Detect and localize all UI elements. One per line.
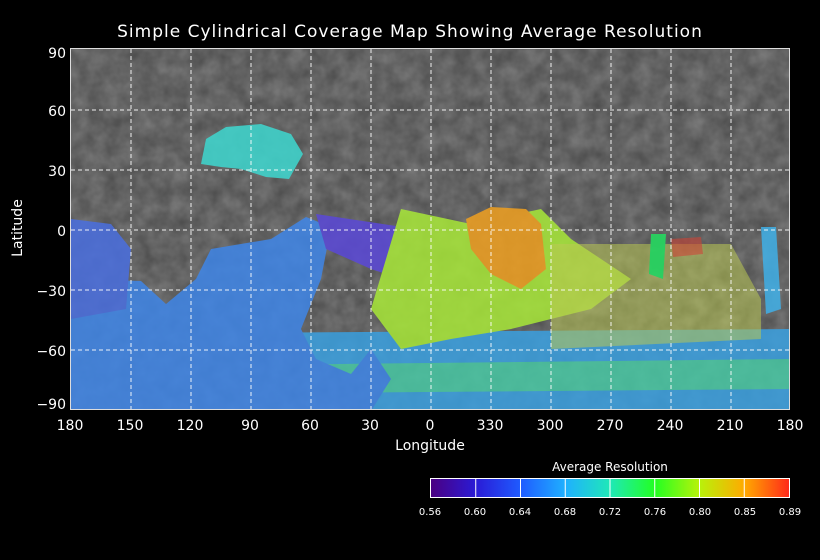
lon-tick-30: 30 — [361, 418, 379, 434]
colorbar-title: Average Resolution — [552, 460, 668, 474]
lat-tick-m60: −60 — [36, 344, 66, 360]
cb-tick-0.68: 0.68 — [553, 507, 577, 518]
cb-tick-0.80: 0.80 — [688, 507, 712, 518]
cb-tick-0.85: 0.85 — [733, 507, 757, 518]
lat-tick-m30: −30 — [36, 284, 66, 300]
lon-tick-180-right: 180 — [776, 418, 804, 434]
coverage-red-dots — [671, 237, 703, 257]
cb-tick-0.56: 0.56 — [418, 507, 442, 518]
cb-tick-0.60: 0.60 — [463, 507, 487, 518]
map-title: Simple Cylindrical Coverage Map Showing … — [117, 22, 703, 42]
lon-tick-150: 150 — [116, 418, 144, 434]
lon-tick-0: 0 — [425, 418, 435, 434]
lat-tick-0: 0 — [57, 224, 66, 240]
lon-tick-330: 330 — [476, 418, 504, 434]
coverage-map — [70, 48, 790, 410]
lon-tick-60: 60 — [301, 418, 319, 434]
lon-tick-90: 90 — [241, 418, 259, 434]
lon-tick-210: 210 — [716, 418, 744, 434]
lon-tick-270: 270 — [596, 418, 624, 434]
cb-tick-0.76: 0.76 — [643, 507, 667, 518]
lat-tick-30: 30 — [48, 164, 66, 180]
lon-tick-120: 120 — [176, 418, 204, 434]
y-axis-label: Latitude — [10, 199, 26, 257]
x-axis-label: Longitude — [395, 438, 465, 454]
coverage-right-strip — [761, 227, 781, 314]
colorbar-dividers — [475, 479, 745, 497]
cb-tick-0.72: 0.72 — [598, 507, 622, 518]
coverage-overlay — [71, 124, 789, 409]
coverage-right-scatter — [551, 244, 761, 349]
graticule — [71, 49, 789, 409]
coverage-orange-peak — [466, 207, 546, 289]
coverage-green-strip — [649, 234, 666, 279]
lon-tick-180-left: 180 — [56, 418, 84, 434]
lat-tick-m90: −90 — [36, 397, 66, 413]
lon-tick-300: 300 — [536, 418, 564, 434]
cb-tick-0.89: 0.89 — [778, 507, 802, 518]
lat-tick-90: 90 — [48, 46, 66, 62]
coverage-blue-left — [71, 219, 131, 319]
cb-tick-0.64: 0.64 — [508, 507, 532, 518]
colorbar — [430, 478, 790, 498]
lon-tick-240: 240 — [656, 418, 684, 434]
lat-tick-60: 60 — [48, 104, 66, 120]
coverage-cyan-patch — [201, 124, 303, 179]
